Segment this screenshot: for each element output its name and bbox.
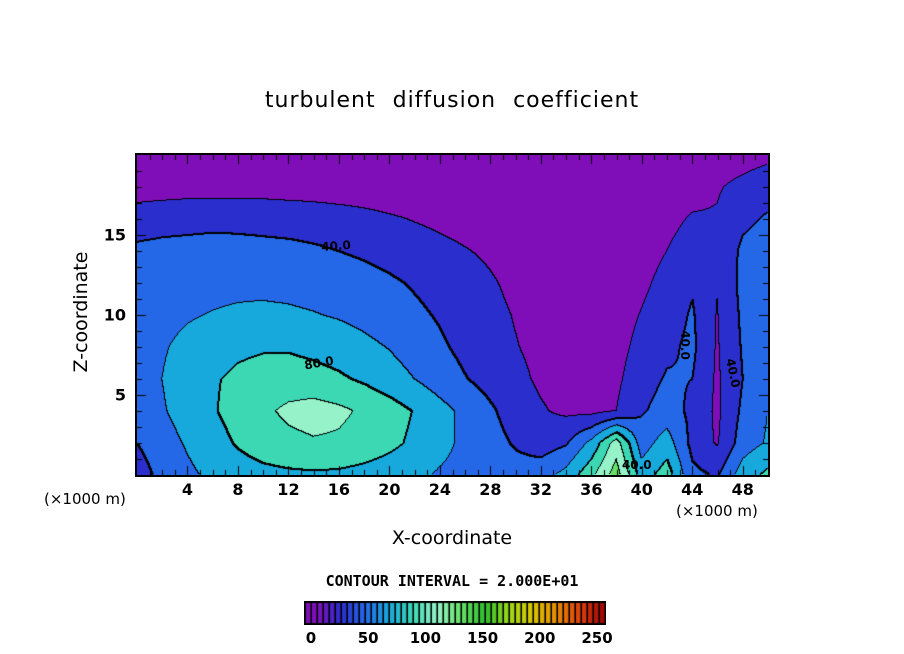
chart-title: turbulent diffusion coefficient xyxy=(264,88,640,113)
x-tick-label: 48 xyxy=(731,480,754,499)
x-tick-label: 24 xyxy=(428,480,452,499)
x-axis-unit-left: (×1000 m) xyxy=(44,490,126,508)
z-tick-label: 5 xyxy=(114,385,126,405)
x-axis-label: X-coordinate xyxy=(391,527,513,549)
contour-plot-area: 40.0 80.0 40.0 40.0 40.0 xyxy=(135,153,770,477)
colorbar-tick-label: 0 xyxy=(305,629,317,647)
x-tick-label: 44 xyxy=(681,480,704,499)
z-axis-label: Z-coordinate xyxy=(70,251,92,373)
z-axis-tick-labels: 5 10 15 xyxy=(90,155,126,475)
colorbar xyxy=(304,601,606,625)
colorbar-tick-labels: 0 50 100 150 200 250 xyxy=(305,629,613,647)
contour-interval-note: CONTOUR INTERVAL = 2.000E+01 xyxy=(325,572,579,590)
x-tick-label: 28 xyxy=(479,480,502,499)
colorbar-tick-label: 100 xyxy=(409,629,442,647)
filled-contour-canvas xyxy=(137,155,768,475)
x-axis-unit-right: (×1000 m) xyxy=(676,502,758,520)
colorbar-canvas xyxy=(305,602,605,624)
x-tick-label: 20 xyxy=(378,480,401,499)
x-axis-tick-labels: 4 8 12 16 20 24 28 32 36 40 44 48 xyxy=(137,480,768,500)
x-tick-label: 16 xyxy=(327,480,351,499)
x-tick-label: 36 xyxy=(580,480,603,499)
z-tick-label: 10 xyxy=(103,305,126,325)
x-tick-label: 12 xyxy=(277,480,300,499)
x-tick-label: 40 xyxy=(630,480,653,499)
z-tick-label: 15 xyxy=(103,225,126,245)
colorbar-tick-label: 150 xyxy=(466,629,499,647)
x-tick-label: 32 xyxy=(529,480,552,499)
colorbar-tick-label: 250 xyxy=(581,629,613,647)
colorbar-tick-label: 50 xyxy=(357,629,379,647)
colorbar-tick-label: 200 xyxy=(524,629,556,647)
x-tick-label: 8 xyxy=(232,480,244,499)
x-tick-label: 4 xyxy=(181,480,194,499)
